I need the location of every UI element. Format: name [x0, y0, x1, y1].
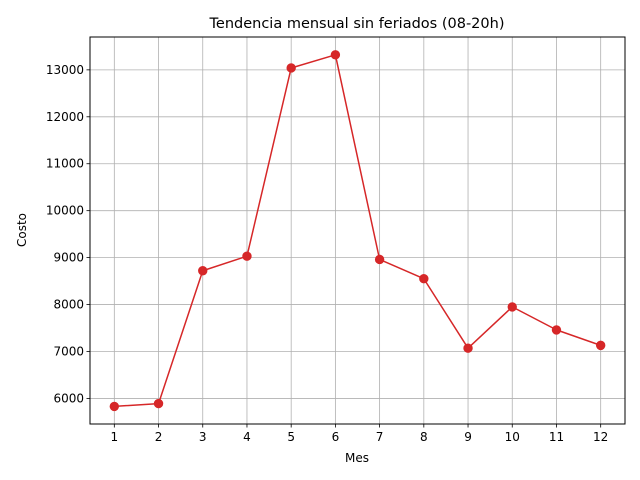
data-point [595, 340, 606, 351]
data-point [463, 343, 473, 353]
x-axis-ticks: 1 2 3 4 5 6 7 8 9 10 11 12 [110, 424, 608, 444]
y-tick-label: 6000 [53, 391, 84, 405]
series-group [109, 50, 606, 412]
y-axis-ticks: 6000 7000 8000 9000 10000 11000 12000 13000 [46, 63, 90, 405]
x-tick-label: 2 [155, 430, 163, 444]
y-tick-label: 13000 [46, 63, 84, 77]
x-tick-label: 4 [243, 430, 251, 444]
y-tick-label: 11000 [46, 157, 84, 171]
data-point [109, 401, 120, 412]
y-tick-label: 12000 [46, 110, 84, 124]
data-point [551, 325, 562, 335]
x-tick-label: 11 [549, 430, 564, 444]
y-tick-label: 7000 [53, 344, 84, 358]
x-tick-label: 8 [420, 430, 428, 444]
x-tick-label: 10 [505, 430, 520, 444]
x-tick-label: 9 [464, 430, 472, 444]
data-point [198, 266, 208, 276]
plot-frame [89, 36, 626, 425]
data-point [507, 302, 517, 312]
data-point [330, 50, 341, 60]
x-tick-label: 6 [332, 430, 340, 444]
x-tick-label: 5 [287, 430, 295, 444]
y-tick-label: 9000 [53, 251, 84, 265]
data-point [419, 274, 429, 284]
data-point [374, 254, 385, 265]
gridlines [90, 37, 625, 424]
series-line [114, 54, 601, 408]
x-tick-label: 12 [593, 430, 608, 444]
y-tick-label: 10000 [46, 204, 84, 218]
data-point [242, 251, 252, 261]
x-tick-label: 3 [199, 430, 207, 444]
chart-title: Tendencia mensual sin feriados (08-20h) [209, 16, 505, 32]
data-point [286, 63, 296, 73]
data-point [153, 398, 164, 409]
y-tick-label: 8000 [53, 298, 84, 312]
x-tick-label: 1 [110, 430, 118, 444]
x-axis-label: Mes [345, 451, 369, 465]
x-tick-label: 7 [376, 430, 384, 444]
y-axis-label: Costo [15, 213, 29, 247]
